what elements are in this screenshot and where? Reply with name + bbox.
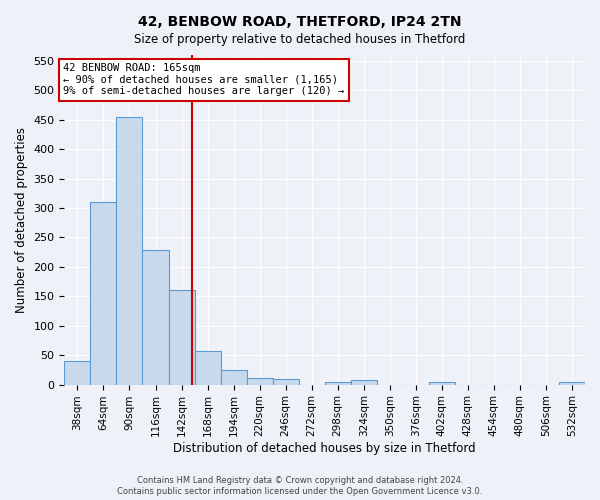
Y-axis label: Number of detached properties: Number of detached properties — [15, 127, 28, 313]
Bar — [247, 378, 272, 384]
Bar — [194, 351, 221, 384]
Text: Size of property relative to detached houses in Thetford: Size of property relative to detached ho… — [134, 32, 466, 46]
Text: 42, BENBOW ROAD, THETFORD, IP24 2TN: 42, BENBOW ROAD, THETFORD, IP24 2TN — [138, 15, 462, 29]
Bar — [91, 202, 116, 384]
Bar — [429, 382, 455, 384]
Bar — [142, 250, 169, 384]
Bar — [351, 380, 377, 384]
X-axis label: Distribution of detached houses by size in Thetford: Distribution of detached houses by size … — [173, 442, 476, 455]
Text: Contains HM Land Registry data © Crown copyright and database right 2024.: Contains HM Land Registry data © Crown c… — [137, 476, 463, 485]
Bar — [221, 370, 247, 384]
Bar — [559, 382, 585, 384]
Text: 42 BENBOW ROAD: 165sqm
← 90% of detached houses are smaller (1,165)
9% of semi-d: 42 BENBOW ROAD: 165sqm ← 90% of detached… — [64, 63, 344, 96]
Bar — [325, 382, 351, 384]
Bar — [64, 361, 91, 384]
Text: Contains public sector information licensed under the Open Government Licence v3: Contains public sector information licen… — [118, 487, 482, 496]
Bar — [272, 378, 299, 384]
Bar — [116, 117, 142, 384]
Bar — [169, 290, 194, 384]
